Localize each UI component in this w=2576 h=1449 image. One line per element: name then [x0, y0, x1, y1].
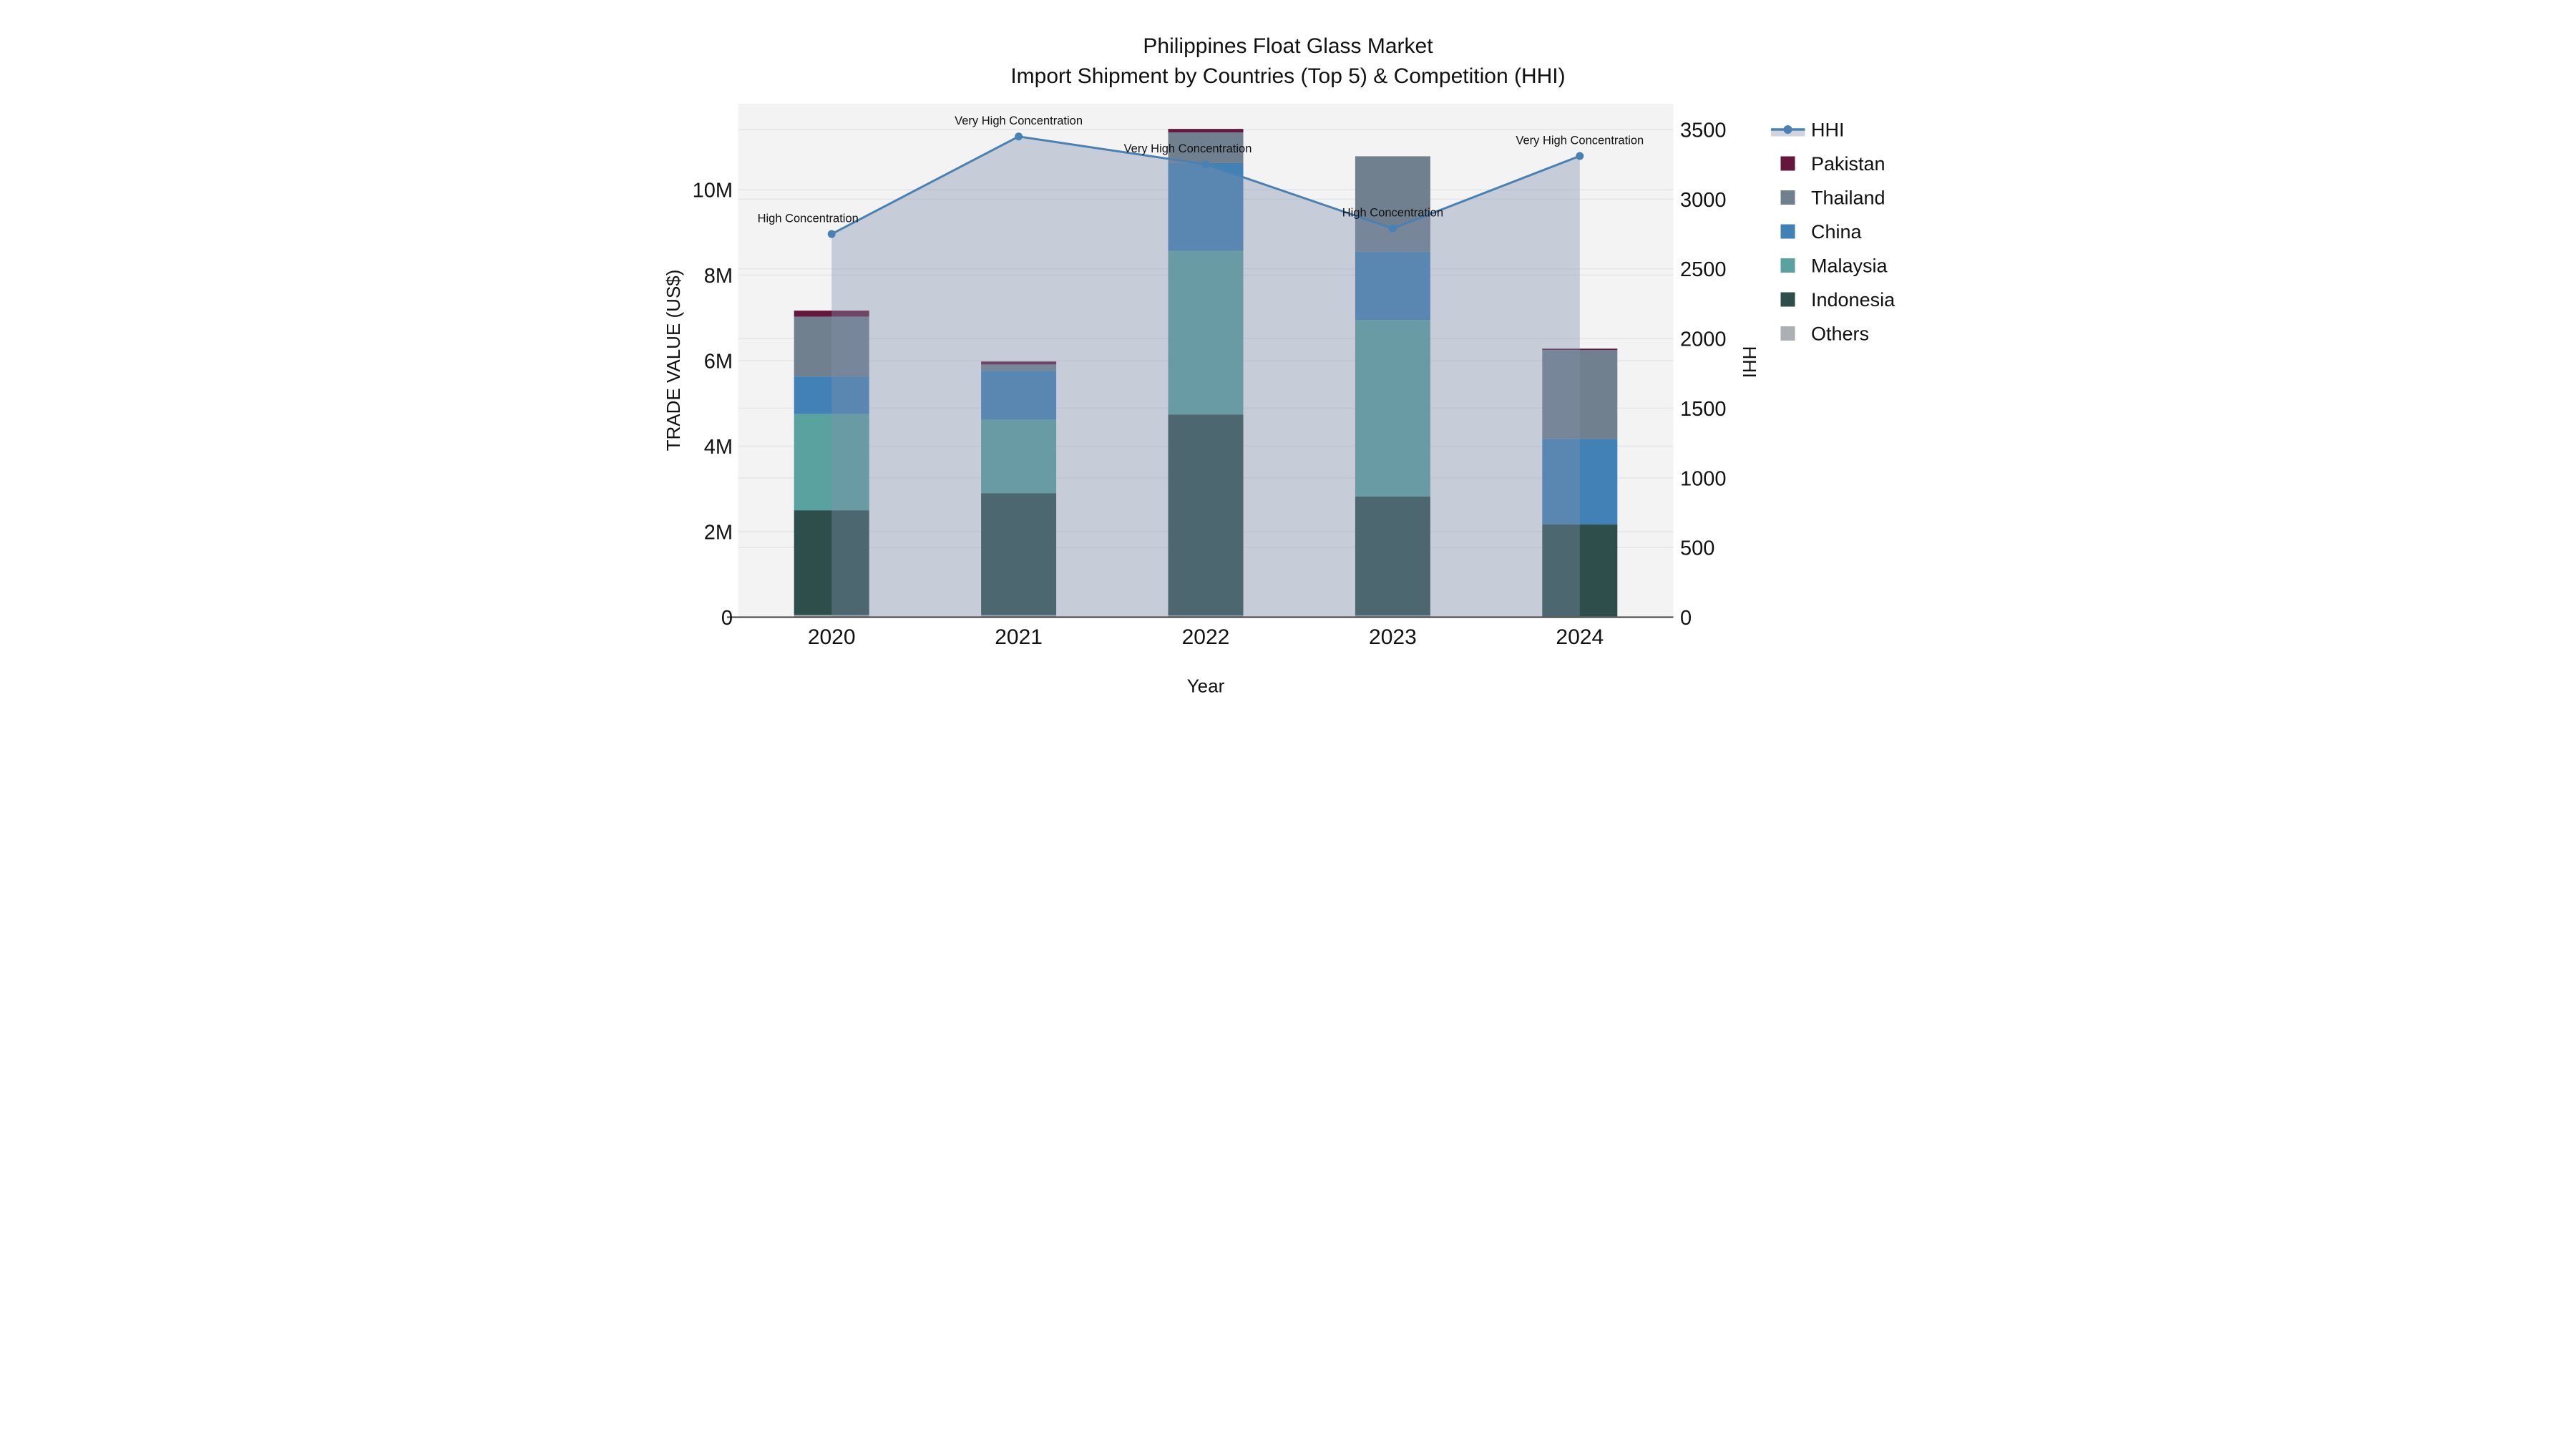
chart-title-line1: Philippines Float Glass Market	[1143, 34, 1433, 58]
annotation-2024: Very High Concentration	[1516, 134, 1644, 147]
axis-tick-labels: 2020 2021 2022 2023 2024 0 2M 4M 6M 8M 10M 0 500 1000…	[693, 119, 1727, 650]
legend-item-pakistan[interactable]: Pakistan	[1780, 153, 1885, 175]
bar-2021-china[interactable]	[981, 371, 1057, 420]
legend-swatch-others	[1780, 326, 1795, 341]
bar-2021-indonesia[interactable]	[981, 493, 1057, 615]
bar-2022-thailand[interactable]	[1168, 132, 1244, 163]
bar-2022-china[interactable]	[1168, 162, 1244, 251]
annotation-2023: High Concentration	[1342, 207, 1443, 220]
bar-2024-pakistan[interactable]	[1542, 348, 1618, 351]
bar-2022-others[interactable]	[1168, 615, 1244, 618]
bar-2021-others[interactable]	[981, 615, 1057, 618]
chart-container: 2020 2021 2022 2023 2024 0 2M 4M 6M 8M 10M 0 500 1000…	[644, 0, 1932, 725]
legend-swatch-indonesia	[1780, 292, 1795, 307]
bar-2020-pakistan[interactable]	[794, 311, 869, 317]
legend-label-thailand: Thailand	[1811, 187, 1885, 209]
y-right-tick-3000: 3000	[1680, 189, 1727, 212]
bar-2021-malaysia[interactable]	[981, 419, 1057, 494]
annotation-2022: Very High Concentration	[1124, 142, 1252, 155]
bar-2021-thailand[interactable]	[981, 364, 1057, 371]
annotation-2020: High Concentration	[758, 213, 859, 225]
y-left-tick-4M: 4M	[704, 436, 733, 459]
chart-title-line2: Import Shipment by Countries (Top 5) & C…	[1010, 64, 1565, 88]
hhi-marker-2024[interactable]	[1576, 152, 1584, 160]
hhi-marker-2021[interactable]	[1015, 132, 1023, 141]
legend-label-china: China	[1811, 221, 1863, 243]
legend: HHI Pakistan Thailand China Malaysia Indonesi…	[1771, 119, 1896, 345]
bar-2022-malaysia[interactable]	[1168, 250, 1244, 415]
y-right-tick-0: 0	[1680, 607, 1692, 630]
legend-label-others: Others	[1811, 323, 1869, 345]
hhi-line-series	[827, 132, 1584, 238]
annotation-2021: Very High Concentration	[955, 114, 1083, 127]
legend-swatch-malaysia	[1780, 258, 1795, 273]
bar-2023-thailand[interactable]	[1355, 156, 1430, 252]
y-left-axis-title: TRADE VALUE (US$)	[663, 270, 684, 452]
bar-2023-malaysia[interactable]	[1355, 320, 1430, 497]
bar-2023-china[interactable]	[1355, 251, 1430, 321]
y-right-tick-1000: 1000	[1680, 467, 1727, 490]
legend-item-others[interactable]: Others	[1780, 323, 1870, 345]
y-right-tick-1500: 1500	[1680, 398, 1727, 421]
stacked-bars	[794, 129, 1618, 618]
y-right-tick-500: 500	[1680, 537, 1714, 560]
x-tick-2020: 2020	[808, 625, 856, 649]
legend-swatch-pakistan	[1780, 156, 1795, 171]
legend-label-indonesia: Indonesia	[1811, 289, 1896, 311]
y-left-tick-0: 0	[721, 607, 733, 630]
bar-2021-pakistan[interactable]	[981, 361, 1057, 365]
hhi-marker-2023[interactable]	[1388, 224, 1397, 233]
bar-2024-indonesia[interactable]	[1542, 524, 1618, 617]
y-left-tick-6M: 6M	[704, 351, 733, 374]
bar-2024-china[interactable]	[1542, 439, 1618, 525]
legend-label-malaysia: Malaysia	[1811, 255, 1888, 277]
legend-item-china[interactable]: China	[1780, 221, 1863, 243]
legend-item-indonesia[interactable]: Indonesia	[1780, 289, 1896, 311]
bar-2020-others[interactable]	[794, 615, 869, 618]
bar-2022-pakistan[interactable]	[1168, 129, 1244, 132]
hhi-marker-2020[interactable]	[827, 230, 836, 238]
x-tick-2024: 2024	[1556, 625, 1604, 649]
bar-2020-indonesia[interactable]	[794, 510, 869, 615]
legend-item-malaysia[interactable]: Malaysia	[1780, 255, 1888, 277]
x-tick-2023: 2023	[1369, 625, 1417, 649]
legend-swatch-thailand	[1780, 190, 1795, 205]
bar-2020-china[interactable]	[794, 376, 869, 414]
bar-2023-indonesia[interactable]	[1355, 497, 1430, 616]
bar-2024-thailand[interactable]	[1542, 350, 1618, 439]
y-left-tick-10M: 10M	[693, 180, 733, 203]
bar-2020-thailand[interactable]	[794, 316, 869, 377]
bar-2022-indonesia[interactable]	[1168, 414, 1244, 616]
legend-item-hhi[interactable]: HHI	[1771, 119, 1845, 141]
legend-label-hhi: HHI	[1811, 119, 1845, 141]
hhi-marker-2022[interactable]	[1201, 160, 1210, 169]
hhi-area	[831, 136, 1580, 618]
hhi-annotations: High Concentration Very High Concentratio…	[758, 114, 1644, 225]
x-tick-2022: 2022	[1182, 625, 1230, 649]
y-right-tick-2000: 2000	[1680, 328, 1727, 351]
bar-2020-malaysia[interactable]	[794, 414, 869, 511]
y-left-tick-8M: 8M	[704, 265, 733, 288]
combo-chart: 2020 2021 2022 2023 2024 0 2M 4M 6M 8M 10M 0 500 1000…	[663, 34, 1896, 697]
x-tick-2021: 2021	[995, 625, 1043, 649]
y-left-tick-2M: 2M	[704, 522, 733, 545]
x-axis-title: Year	[1187, 675, 1225, 697]
bar-2023-others[interactable]	[1355, 615, 1430, 618]
y-right-tick-3500: 3500	[1680, 119, 1727, 142]
legend-label-pakistan: Pakistan	[1811, 153, 1885, 175]
y-right-tick-2500: 2500	[1680, 258, 1727, 281]
hhi-area-fill	[831, 136, 1580, 618]
y-right-axis-title: HHI	[1739, 346, 1760, 379]
legend-swatch-china	[1780, 224, 1795, 239]
legend-item-thailand[interactable]: Thailand	[1780, 187, 1885, 209]
legend-hhi-marker-icon	[1783, 125, 1792, 134]
